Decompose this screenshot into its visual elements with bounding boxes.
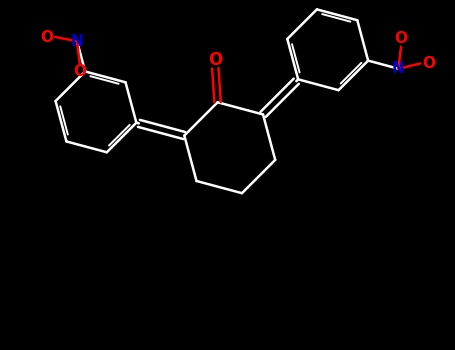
Text: O: O [394,31,408,46]
Text: O: O [208,51,222,69]
Text: O: O [73,64,86,79]
Text: N: N [71,34,83,49]
Text: N: N [392,61,405,76]
Text: O: O [40,29,53,44]
Text: O: O [422,56,435,71]
